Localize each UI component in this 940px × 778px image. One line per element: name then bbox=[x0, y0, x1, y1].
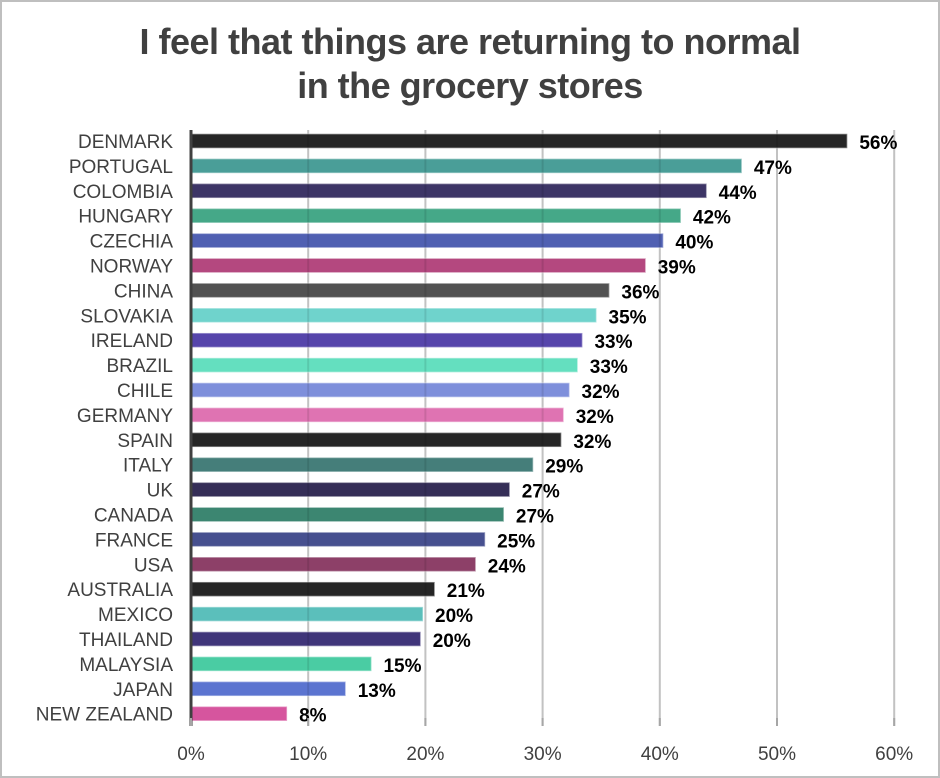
bar-malaysia bbox=[190, 655, 373, 672]
category-label: SLOVAKIA bbox=[80, 306, 173, 327]
category-label: AUSTRALIA bbox=[67, 580, 173, 601]
category-label: DENMARK bbox=[78, 132, 173, 153]
value-label: 20% bbox=[433, 631, 471, 652]
category-label: CANADA bbox=[94, 506, 174, 527]
bar-france bbox=[190, 531, 486, 548]
bar-canada bbox=[190, 506, 505, 523]
x-tick-label: 0% bbox=[177, 744, 205, 765]
value-label: 21% bbox=[447, 581, 485, 602]
bar-colombia bbox=[190, 182, 708, 199]
value-label: 25% bbox=[497, 531, 535, 552]
value-label: 56% bbox=[859, 133, 897, 154]
value-label: 44% bbox=[719, 183, 757, 204]
x-axis-ticks: 0% 10% 20% 30% 40% 50% 60% bbox=[177, 718, 913, 765]
value-label: 47% bbox=[754, 158, 792, 179]
value-label: 36% bbox=[621, 282, 659, 303]
x-tick-label: 40% bbox=[641, 744, 679, 765]
category-label: FRANCE bbox=[95, 530, 173, 551]
bar-norway bbox=[190, 257, 647, 274]
bar-new-zealand bbox=[190, 705, 288, 722]
chart-title-line-2: in the grocery stores bbox=[297, 65, 643, 106]
value-label: 32% bbox=[576, 407, 614, 428]
bar-uk bbox=[190, 481, 511, 498]
value-label: 33% bbox=[594, 332, 632, 353]
bar-denmark bbox=[190, 133, 849, 149]
value-label: 27% bbox=[516, 507, 554, 528]
category-label: JAPAN bbox=[113, 680, 173, 701]
value-label: 33% bbox=[590, 357, 628, 378]
category-label: CZECHIA bbox=[90, 232, 174, 253]
category-label: NEW ZEALAND bbox=[36, 705, 173, 726]
value-label: 32% bbox=[573, 432, 611, 453]
bar-australia bbox=[190, 581, 436, 598]
bar-ireland bbox=[190, 332, 584, 349]
value-label: 24% bbox=[488, 556, 526, 577]
bar-czechia bbox=[190, 232, 665, 249]
category-label: GERMANY bbox=[77, 406, 173, 427]
category-label: NORWAY bbox=[90, 257, 173, 278]
bar-china bbox=[190, 282, 611, 299]
x-tick-label: 30% bbox=[524, 744, 562, 765]
value-label: 32% bbox=[582, 382, 620, 403]
bar-slovakia bbox=[190, 307, 598, 324]
category-label: IRELAND bbox=[91, 331, 173, 352]
bar-germany bbox=[190, 406, 565, 423]
bar-italy bbox=[190, 456, 534, 473]
value-label: 13% bbox=[358, 681, 396, 702]
gridlines-overlay bbox=[307, 130, 896, 726]
category-label: MALAYSIA bbox=[79, 655, 173, 676]
value-label: 42% bbox=[693, 208, 731, 229]
category-label: COLOMBIA bbox=[73, 182, 174, 203]
category-label: ITALY bbox=[123, 456, 173, 477]
gridlines bbox=[307, 130, 896, 726]
bar-thailand bbox=[190, 631, 422, 647]
bar-spain bbox=[190, 431, 563, 448]
value-label: 15% bbox=[383, 656, 421, 677]
bar-chile bbox=[190, 382, 571, 398]
bar-usa bbox=[190, 556, 477, 573]
category-label: SPAIN bbox=[117, 431, 173, 452]
value-label: 39% bbox=[658, 258, 696, 279]
value-label: 35% bbox=[609, 307, 647, 328]
category-label: BRAZIL bbox=[106, 356, 173, 377]
value-labels: 56% 47% 44% 42% 40% 39% 36% 35% 33% 33% 32% 32% 32% 2… bbox=[299, 133, 897, 727]
category-label: PORTUGAL bbox=[69, 157, 173, 178]
chart-title: I feel that things are returning to norm… bbox=[2, 20, 938, 108]
bar-mexico bbox=[190, 606, 424, 623]
value-label: 8% bbox=[299, 706, 327, 727]
bars bbox=[190, 133, 849, 722]
value-label: 20% bbox=[435, 606, 473, 627]
chart-title-line-1: I feel that things are returning to norm… bbox=[139, 21, 801, 62]
value-label: 27% bbox=[522, 482, 560, 503]
x-tick-label: 50% bbox=[758, 744, 796, 765]
x-tick-label: 10% bbox=[289, 744, 327, 765]
category-label: USA bbox=[134, 555, 173, 576]
category-label: THAILAND bbox=[79, 630, 173, 651]
value-label: 29% bbox=[545, 457, 583, 478]
x-tick-label: 20% bbox=[406, 744, 444, 765]
category-labels: DENMARK PORTUGAL COLOMBIA HUNGARY CZECHIA NOR… bbox=[36, 132, 174, 726]
bar-brazil bbox=[190, 357, 579, 374]
category-label: CHILE bbox=[117, 381, 173, 402]
category-label: HUNGARY bbox=[78, 207, 173, 228]
value-label: 40% bbox=[675, 233, 713, 254]
category-label: UK bbox=[147, 481, 174, 502]
bar-hungary bbox=[190, 207, 682, 224]
bar-japan bbox=[190, 680, 347, 697]
category-label: MEXICO bbox=[98, 605, 173, 626]
x-tick-label: 60% bbox=[875, 744, 913, 765]
category-label: CHINA bbox=[114, 281, 173, 302]
